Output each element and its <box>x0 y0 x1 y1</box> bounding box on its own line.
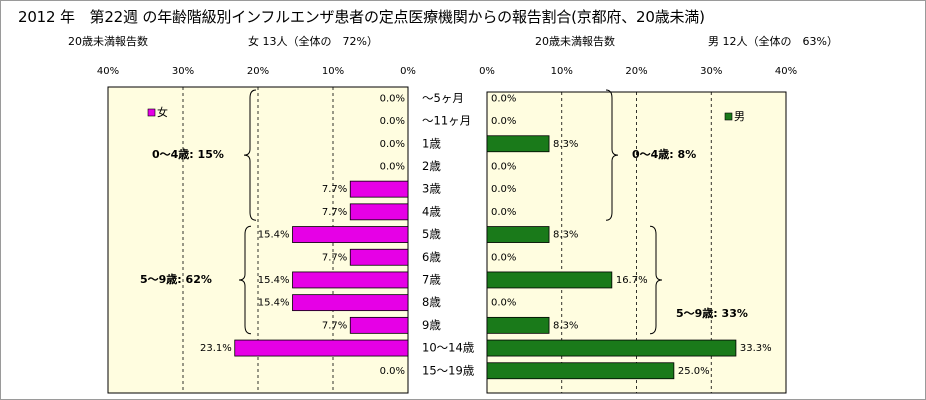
right-count-summary: 男 12人（全体の 63%） <box>708 35 838 48</box>
left-x-tick-label: 10% <box>322 66 344 77</box>
right-brace-0-4 <box>605 89 619 221</box>
right-value-label: 8.3% <box>553 139 578 150</box>
category-label: 6歳 <box>422 250 441 264</box>
right-value-label: 0.0% <box>491 184 516 195</box>
right-count-label: 20歳未満報告数 <box>535 35 615 48</box>
left-annotation-0-4: 0～4歳: 15% <box>152 147 224 161</box>
right-bar <box>486 135 550 153</box>
right-value-label: 0.0% <box>491 298 516 309</box>
left-value-label: 0.0% <box>380 93 405 104</box>
left-value-label: 0.0% <box>380 366 405 377</box>
category-label: ～11ヶ月 <box>422 114 471 128</box>
left-value-label: 0.0% <box>380 139 405 150</box>
left-brace-0-4 <box>243 89 257 221</box>
chart-title: 2012 年 第22週 の年齢階級別インフルエンザ患者の定点医療機関からの報告割… <box>18 8 705 26</box>
left-x-tick-label: 0% <box>400 66 416 77</box>
category-label: ～5ヶ月 <box>422 91 464 105</box>
category-label: 3歳 <box>422 182 441 196</box>
category-label: 8歳 <box>422 295 441 309</box>
category-label: 5歳 <box>422 227 441 241</box>
right-annotation-0-4: 0～4歳: 8% <box>632 147 696 161</box>
category-label: 9歳 <box>422 318 441 332</box>
legend-female-swatch <box>147 108 156 117</box>
left-x-tick-label: 40% <box>97 66 119 77</box>
left-value-label: 7.7% <box>322 320 347 331</box>
right-value-label: 33.3% <box>740 343 772 354</box>
right-value-label: 0.0% <box>491 161 516 172</box>
right-bar <box>486 271 613 289</box>
left-bar <box>234 339 409 357</box>
right-value-label: 8.3% <box>553 320 578 331</box>
left-brace-5-9 <box>238 225 252 335</box>
category-label: 2歳 <box>422 159 441 173</box>
category-label: 10～14歳 <box>422 341 475 355</box>
category-label: 1歳 <box>422 136 441 150</box>
left-value-label: 7.7% <box>322 207 347 218</box>
right-value-label: 25.0% <box>678 366 710 377</box>
right-bar <box>486 226 550 243</box>
category-label: 4歳 <box>422 204 441 218</box>
left-count-label: 20歳未満報告数 <box>68 35 148 48</box>
right-value-label: 8.3% <box>553 230 578 241</box>
right-value-label: 0.0% <box>491 116 516 127</box>
legend-female-label: 女 <box>157 105 168 119</box>
right-x-tick-label: 10% <box>551 66 573 77</box>
left-x-tick-label: 20% <box>247 66 269 77</box>
right-brace-5-9 <box>649 225 663 335</box>
left-value-label: 7.7% <box>322 184 347 195</box>
left-bar <box>292 226 409 243</box>
left-value-label: 15.4% <box>258 298 290 309</box>
right-value-label: 16.7% <box>616 275 648 286</box>
right-bar <box>486 316 550 334</box>
legend-male-label: 男 <box>734 110 745 123</box>
left-bar <box>349 180 409 198</box>
left-value-label: 7.7% <box>322 252 347 263</box>
right-bar <box>486 362 675 380</box>
left-bar <box>349 248 409 266</box>
category-label: 15～19歳 <box>422 363 475 377</box>
left-value-label: 23.1% <box>200 343 232 354</box>
right-bar <box>486 339 737 357</box>
left-x-tick-label: 30% <box>172 66 194 77</box>
right-value-label: 0.0% <box>491 207 516 218</box>
right-x-tick-label: 30% <box>700 66 722 77</box>
left-value-label: 0.0% <box>380 161 405 172</box>
left-count-summary: 女 13人（全体の 72%） <box>248 35 378 48</box>
left-value-label: 0.0% <box>380 116 405 127</box>
category-label: 7歳 <box>422 272 441 286</box>
right-x-tick-label: 20% <box>625 66 647 77</box>
left-value-label: 15.4% <box>258 230 290 241</box>
left-bar <box>349 316 409 334</box>
right-x-tick-label: 0% <box>479 66 495 77</box>
left-bar <box>292 294 409 312</box>
right-value-label: 0.0% <box>491 252 516 263</box>
left-value-label: 15.4% <box>258 275 290 286</box>
left-annotation-5-9: 5～9歳: 62% <box>140 272 212 286</box>
right-x-tick-label: 40% <box>775 66 797 77</box>
left-bar <box>292 271 409 289</box>
left-bar <box>349 203 409 221</box>
legend-male-swatch <box>724 112 733 121</box>
right-value-label: 0.0% <box>491 93 516 104</box>
right-annotation-5-9: 5～9歳: 33% <box>676 306 748 320</box>
